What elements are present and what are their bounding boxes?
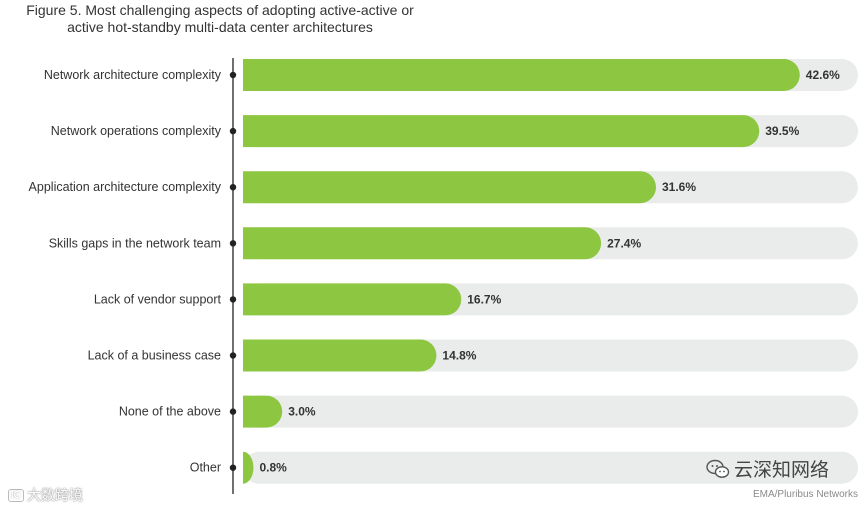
bar — [243, 339, 437, 372]
data-label: 42.6% — [806, 68, 840, 82]
watermark-right-text: 云深知网络 — [734, 460, 830, 481]
chart-title: Figure 5. Most challenging aspects of ad… — [0, 2, 440, 36]
data-label: 16.7% — [467, 292, 501, 306]
category-label: Network operations complexity — [51, 124, 222, 138]
category-label: None of the above — [119, 405, 221, 419]
chart-title-line-2: active hot-standby multi-data center arc… — [67, 19, 373, 35]
bar — [243, 59, 800, 91]
data-label: 31.6% — [662, 180, 696, 194]
bar-track — [243, 451, 858, 484]
axis-tick-dot — [229, 127, 237, 135]
axis-tick-dot — [229, 352, 237, 359]
category-label: Application architecture complexity — [29, 180, 222, 194]
category-label: Skills gaps in the network team — [49, 236, 221, 250]
category-label: Network architecture complexity — [44, 68, 222, 82]
category-label: Lack of vendor support — [94, 292, 222, 306]
data-label: 14.8% — [442, 349, 476, 363]
data-label: 27.4% — [607, 236, 641, 250]
axis-tick-dot — [229, 408, 237, 415]
axis-tick-dot — [229, 71, 237, 79]
bar — [243, 451, 254, 484]
bar — [243, 283, 462, 316]
watermark-badge: IC — [8, 488, 24, 502]
bar-track — [243, 395, 858, 428]
axis-tick-dot — [229, 240, 237, 247]
bar — [243, 115, 760, 148]
axis-tick-dot — [229, 184, 237, 191]
axis-tick-dot — [229, 296, 237, 303]
category-label: Other — [190, 461, 221, 475]
bar — [243, 395, 283, 428]
wechat-icon — [706, 459, 730, 478]
watermark-left-text: 大数跨境 — [27, 487, 83, 503]
watermark-left: IC 大数跨境 — [8, 485, 83, 505]
category-label: Lack of a business case — [88, 349, 221, 363]
watermark-right: 云深知网络 — [706, 455, 829, 482]
source-credit: EMA/Pluribus Networks — [752, 489, 858, 500]
data-label: 39.5% — [765, 124, 799, 138]
chart-title-line-1: Figure 5. Most challenging aspects of ad… — [26, 2, 414, 18]
bar — [243, 227, 602, 260]
axis-tick-dot — [229, 464, 237, 471]
data-label: 0.8% — [259, 461, 287, 475]
bar — [243, 171, 657, 204]
data-label: 3.0% — [288, 405, 316, 419]
